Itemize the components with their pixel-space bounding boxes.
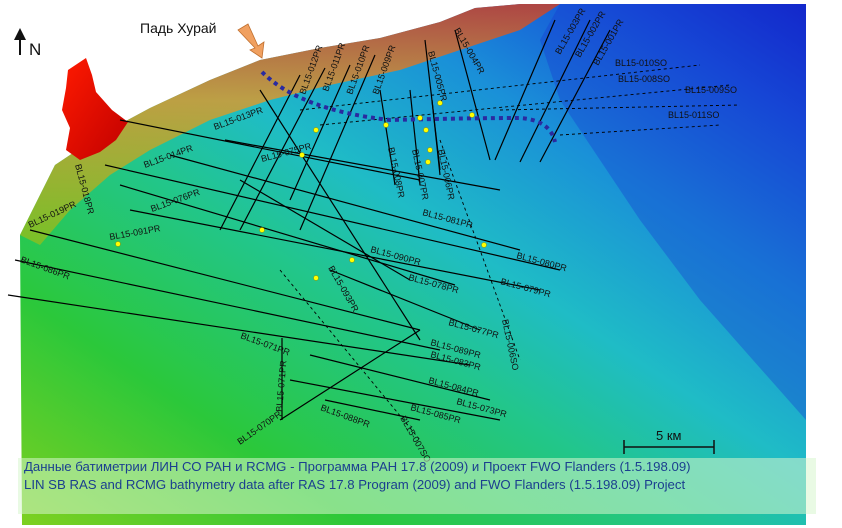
north-label: N — [29, 40, 41, 59]
coastal-slope — [20, 4, 560, 245]
north-arrow: N — [14, 28, 41, 59]
river-delta — [62, 58, 128, 160]
scale-bar: 5 км — [623, 428, 715, 454]
credit-english: LIN SB RAS and RCMG bathymetry data afte… — [24, 477, 686, 492]
deep-basin — [540, 4, 806, 420]
profile-label: BL15-011SO — [668, 110, 719, 120]
location-arrow-icon — [237, 23, 265, 59]
profile-lines — [7, 19, 611, 421]
north-arrow-icon — [14, 28, 26, 40]
scale-label: 5 км — [656, 428, 682, 443]
data-credit-box: Данные батиметрии ЛИН СО РАН и RCMG - Пр… — [18, 458, 816, 514]
lake-floor-surface — [20, 4, 806, 525]
credit-russian: Данные батиметрии ЛИН СО РАН и RCMG - Пр… — [24, 459, 691, 474]
profile-label: BL15-010SO — [615, 58, 667, 68]
profile-label: BL15-071PR — [274, 359, 288, 412]
stations — [115, 100, 487, 281]
profile-label: BL15-009SO — [685, 85, 737, 95]
profile-label: BL15-008SO — [618, 74, 670, 84]
place-label: Падь Хурай — [140, 20, 216, 36]
